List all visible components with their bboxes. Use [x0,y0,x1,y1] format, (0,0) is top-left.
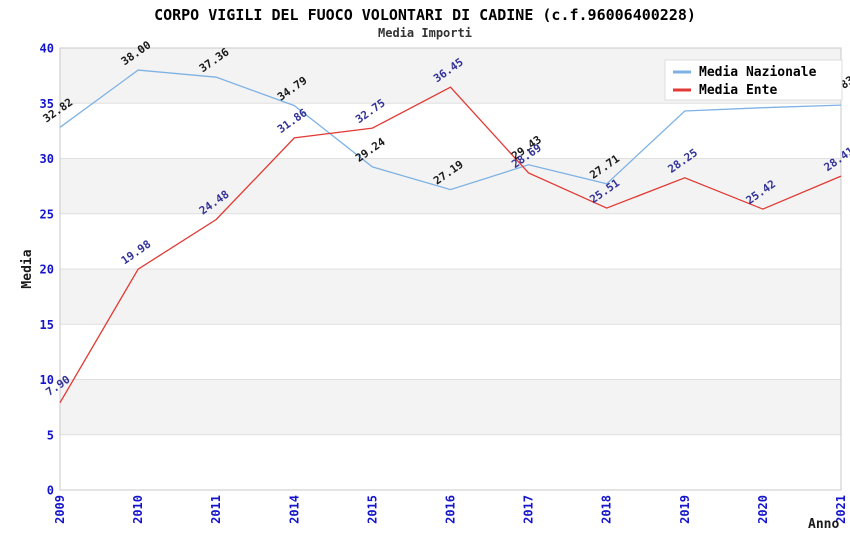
plot-band [60,103,841,159]
y-axis-title: Media [20,249,35,288]
y-tick-label: 40 [40,42,54,56]
x-tick-label: 2017 [522,495,536,524]
y-tick-label: 5 [47,428,54,442]
plot-band [60,379,841,435]
legend-label: Media Ente [699,83,777,98]
y-tick-label: 0 [47,484,54,498]
x-tick-label: 2014 [287,495,301,524]
plot-band [60,158,841,214]
x-tick-label: 2016 [444,495,458,524]
series-line-media-nazionale [59,69,842,191]
x-tick-label: 2018 [600,495,614,524]
x-tick-label: 2019 [678,495,692,524]
x-tick-label: 2021 [834,495,848,524]
plot-border [59,47,842,491]
plot-band [60,269,841,325]
y-tick-label: 30 [40,152,54,166]
plot-band [60,213,841,269]
chart-title: CORPO VIGILI DEL FUOCO VOLONTARI DI CADI… [154,6,696,24]
y-tick-label: 20 [40,263,54,277]
x-tick-label: 2011 [209,495,223,524]
series-line-media-ente [59,86,842,404]
y-tick-label: 15 [40,318,54,332]
y-tick-label: 25 [40,207,54,221]
x-tick-label: 2009 [53,495,67,524]
chart-subtitle: Media Importi [378,26,472,40]
legend [664,59,843,101]
x-tick-label: 2020 [756,495,770,524]
legend-label: Media Nazionale [699,65,817,80]
x-tick-label: 2015 [365,495,379,524]
y-tick-label: 10 [40,373,54,387]
y-tick-label: 35 [40,97,54,111]
x-axis-title: Anno [808,517,839,532]
plot-band [60,324,841,380]
plot-band [60,434,841,490]
x-tick-label: 2010 [131,495,145,524]
